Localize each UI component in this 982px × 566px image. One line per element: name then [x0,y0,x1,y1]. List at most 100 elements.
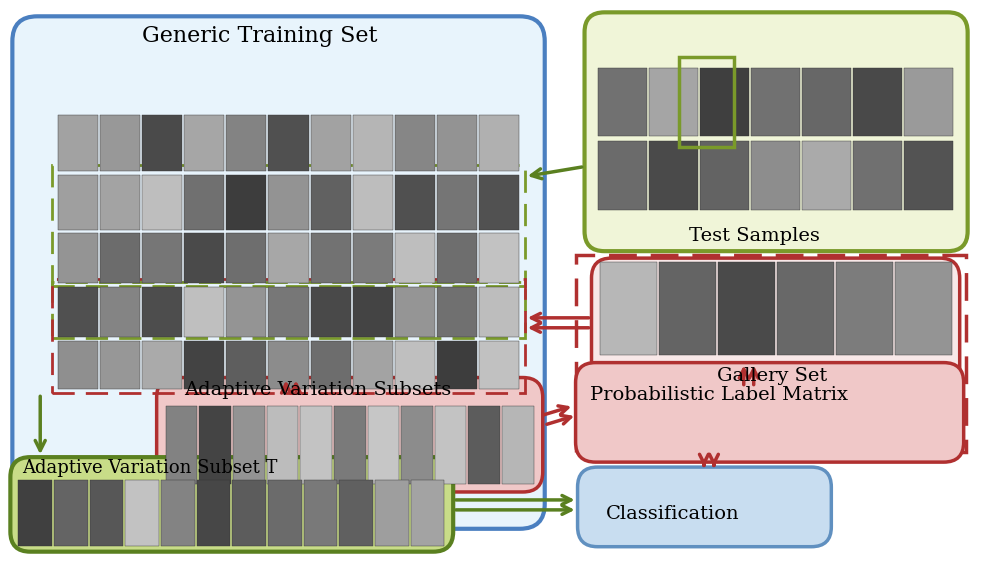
Bar [227,233,266,283]
Bar [700,68,749,136]
Bar [895,262,952,355]
Bar [479,287,518,337]
Bar [435,406,466,484]
Bar [100,115,140,170]
Bar [52,279,524,393]
Bar [310,341,351,389]
Bar [58,233,98,283]
Bar [479,115,518,170]
FancyBboxPatch shape [13,16,545,529]
Bar [334,406,365,484]
FancyBboxPatch shape [577,467,832,547]
Bar [468,406,500,484]
Bar [142,341,183,389]
Bar [142,233,183,283]
Bar [310,115,351,170]
Bar [395,233,435,283]
Text: Probabilistic Label Matrix: Probabilistic Label Matrix [589,387,847,405]
Bar [339,480,373,546]
Bar [300,406,332,484]
Bar [395,115,435,170]
Bar [100,233,140,283]
Bar [268,115,308,170]
Bar [58,174,98,230]
Bar [268,233,308,283]
Bar [479,341,518,389]
Bar [19,480,52,546]
Bar [437,287,477,337]
Bar [502,406,534,484]
Bar [659,262,716,355]
FancyBboxPatch shape [591,258,959,388]
FancyBboxPatch shape [584,12,967,251]
Bar [836,262,893,355]
Bar [89,480,124,546]
Bar [227,287,266,337]
Bar [598,141,647,211]
Bar [437,174,477,230]
Bar [310,233,351,283]
Bar [185,233,225,283]
Bar [54,480,87,546]
Bar [600,262,657,355]
Bar [227,115,266,170]
Bar [58,115,98,170]
Bar [303,480,337,546]
Bar [310,174,351,230]
Bar [395,287,435,337]
Bar [227,174,266,230]
Bar [680,57,734,147]
Bar [353,341,393,389]
Bar [367,406,399,484]
Bar [410,480,444,546]
Bar [353,115,393,170]
Bar [268,174,308,230]
Bar [375,480,409,546]
FancyBboxPatch shape [575,363,963,462]
Bar [58,287,98,337]
Bar [142,174,183,230]
Text: Test Samples: Test Samples [689,227,820,245]
Bar [575,255,965,452]
Bar [903,68,953,136]
Bar [268,341,308,389]
Bar [268,287,308,337]
Bar [402,406,433,484]
FancyBboxPatch shape [157,378,543,492]
Bar [649,68,698,136]
Bar [437,341,477,389]
Text: Adaptive Variation Subset T: Adaptive Variation Subset T [23,459,278,477]
Bar [126,480,159,546]
FancyBboxPatch shape [11,457,453,552]
Bar [751,68,800,136]
Bar [185,174,225,230]
Bar [395,174,435,230]
Bar [437,233,477,283]
Bar [233,480,266,546]
Bar [751,141,800,211]
Bar [649,141,698,211]
Bar [802,141,851,211]
Text: Adaptive Variation Subsets: Adaptive Variation Subsets [185,381,452,400]
Bar [700,141,749,211]
Bar [166,406,197,484]
Text: Generic Training Set: Generic Training Set [141,25,377,47]
Bar [479,174,518,230]
Bar [196,480,231,546]
Bar [185,287,225,337]
Bar [353,287,393,337]
Bar [185,341,225,389]
Text: Gallery Set: Gallery Set [717,367,827,384]
Bar [802,68,851,136]
Bar [142,287,183,337]
Bar [853,68,901,136]
Bar [100,174,140,230]
Bar [185,115,225,170]
Bar [161,480,194,546]
Bar [266,406,299,484]
Bar [100,341,140,389]
Bar [395,341,435,389]
Bar [437,115,477,170]
Bar [52,282,524,338]
Bar [718,262,775,355]
